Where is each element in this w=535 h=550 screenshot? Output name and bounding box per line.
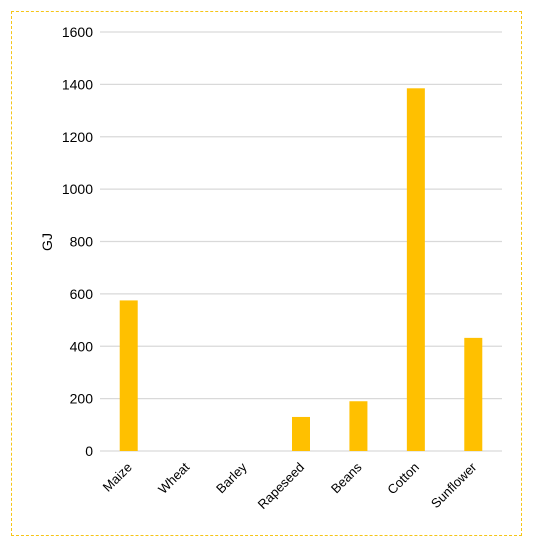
y-tick-label: 1000	[62, 181, 93, 197]
bars	[119, 88, 483, 451]
y-axis-title: GJ	[39, 233, 55, 251]
x-category-label: Cotton	[384, 460, 422, 498]
y-tick-label: 1200	[62, 129, 93, 145]
bar-cotton	[406, 88, 425, 451]
x-category-label: Maize	[100, 460, 135, 495]
y-tick-label: 0	[85, 443, 93, 459]
y-axis-ticks: 0 200 400 600 800 1000 1200 1400 1600	[62, 24, 93, 459]
y-tick-label: 1600	[62, 24, 93, 40]
x-category-label: Beans	[328, 459, 365, 496]
bar-beans	[349, 401, 368, 451]
y-tick-label: 1400	[62, 76, 93, 92]
x-category-label: Sunflower	[428, 459, 480, 511]
y-tick-label: 400	[70, 338, 94, 354]
gridlines	[100, 31, 502, 452]
bar-sunflower	[464, 337, 483, 451]
bar-rapeseed	[292, 416, 310, 451]
chart-frame	[11, 11, 522, 536]
x-category-label: Wheat	[155, 459, 192, 496]
x-category-label: Rapeseed	[255, 460, 308, 513]
y-tick-label: 200	[70, 391, 94, 407]
y-tick-label: 600	[70, 286, 94, 302]
y-tick-label: 800	[70, 234, 94, 250]
bar-maize	[119, 300, 138, 451]
x-category-label: Barley	[213, 459, 250, 496]
x-axis-categories: Maize Wheat Barley Rapeseed Beans Cotton Sunfl…	[100, 459, 480, 512]
